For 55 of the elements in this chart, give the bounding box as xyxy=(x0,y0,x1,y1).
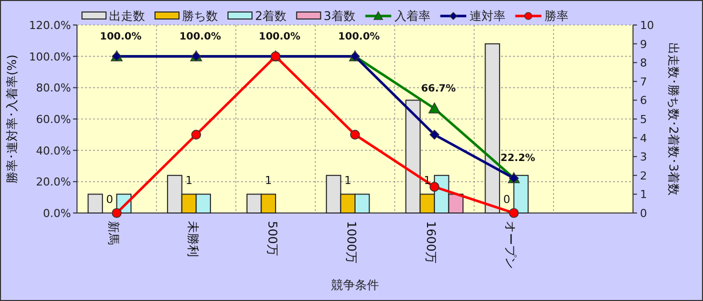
bar xyxy=(88,194,103,214)
y-tick-label: 20.0% xyxy=(36,176,71,189)
x-tick-label: 1600万 xyxy=(424,221,438,264)
legend-label: 勝率 xyxy=(544,9,568,23)
data-label: 100.0% xyxy=(179,31,221,42)
y-tick-label: 60.0% xyxy=(36,113,71,126)
legend-label: 勝ち数 xyxy=(182,9,218,23)
data-label: 0 xyxy=(503,193,510,206)
y2-tick-label: 9 xyxy=(640,38,647,51)
point xyxy=(112,208,122,218)
y2-tick-label: 6 xyxy=(640,94,647,108)
y2-axis-title: 出走数･勝ち数･2着数･3着数 xyxy=(666,42,681,196)
y-tick-label: 120.0% xyxy=(29,19,71,32)
y2-tick-label: 1 xyxy=(640,188,647,202)
point xyxy=(430,130,440,140)
point xyxy=(350,130,360,140)
point xyxy=(191,130,202,140)
point xyxy=(428,102,440,114)
point xyxy=(508,208,519,218)
x-tick-label: 500万 xyxy=(265,221,280,256)
legend-label: 連対率 xyxy=(469,9,506,23)
y-tick-label: 80.0% xyxy=(36,82,71,95)
data-label: 1 xyxy=(424,174,431,188)
data-label: 1 xyxy=(185,174,192,188)
data-label: 100.0% xyxy=(100,31,142,42)
y2-tick-label: 8 xyxy=(640,56,647,70)
y-tick-label: 0.0% xyxy=(43,207,71,220)
legend-label: 2着数 xyxy=(255,9,287,23)
y2-tick-label: 5 xyxy=(640,113,647,126)
y-tick-label: 40.0% xyxy=(36,144,71,158)
y2-tick-label: 4 xyxy=(640,132,647,145)
legend-label: 出走数 xyxy=(109,9,145,23)
x-axis-title: 競争条件 xyxy=(331,278,379,292)
legend-label: 3着数 xyxy=(324,9,356,23)
data-label: 100.0% xyxy=(258,31,300,42)
y-axis-title: 勝率･連対率･入着率(%) xyxy=(5,54,19,184)
x-tick-label: 未勝利 xyxy=(186,221,200,257)
y2-tick-label: 3 xyxy=(640,150,647,164)
x-tick-label: 1000万 xyxy=(344,221,359,264)
data-label: 1 xyxy=(344,174,352,188)
y2-tick-label: 7 xyxy=(640,75,647,88)
bar xyxy=(484,43,500,214)
y2-tick-label: 2 xyxy=(640,169,647,182)
y2-tick-label: 10 xyxy=(640,19,654,32)
data-label: 66.7% xyxy=(421,84,456,95)
y-tick-label: 100.0% xyxy=(29,50,71,64)
data-label: 100.0% xyxy=(338,31,380,42)
data-label: 0 xyxy=(106,193,114,206)
point xyxy=(430,182,440,192)
data-label: 22.2% xyxy=(500,153,536,164)
y2-tick-label: 0 xyxy=(640,207,647,220)
x-tick-label: オープン xyxy=(504,221,518,269)
x-tick-label: 新馬 xyxy=(106,221,120,245)
legend-label: 入着率 xyxy=(394,9,430,23)
data-label: 1 xyxy=(264,174,272,188)
